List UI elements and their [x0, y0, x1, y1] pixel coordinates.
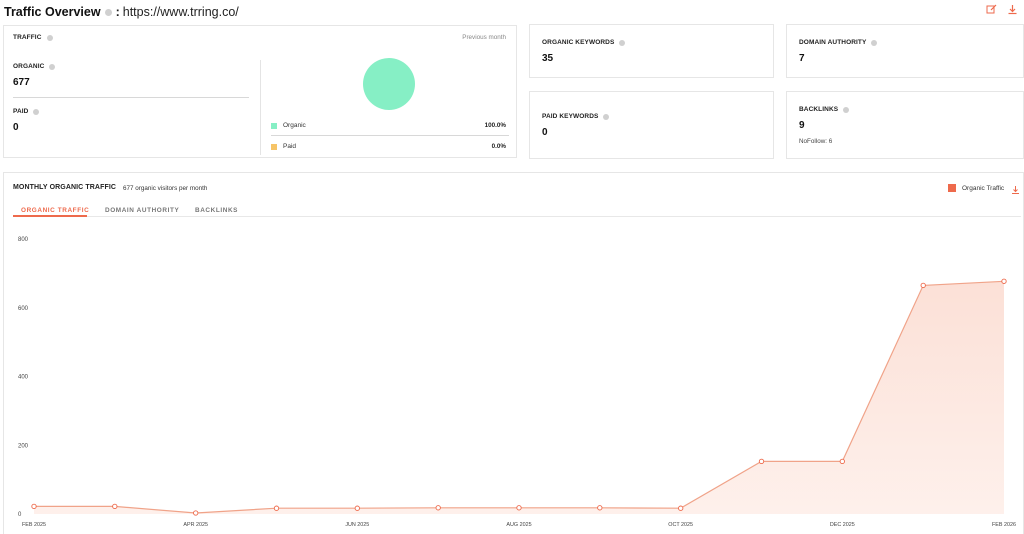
data-point[interactable] — [758, 458, 765, 465]
x-tick-label: APR 2025 — [183, 522, 208, 528]
info-icon[interactable] — [843, 106, 850, 113]
y-tick-label: 800 — [18, 237, 29, 243]
info-icon[interactable] — [104, 8, 112, 16]
traffic-card: TRAFFIC Previous month ORGANIC 677 PAID … — [3, 25, 517, 158]
organic-value: 677 — [13, 77, 30, 88]
legend-organic-label: Organic — [283, 122, 306, 129]
traffic-pie-chart[interactable] — [361, 56, 417, 112]
tab-organic-traffic[interactable]: ORGANIC TRAFFIC — [21, 207, 90, 214]
legend-swatch — [271, 122, 277, 129]
download-icon[interactable] — [1011, 182, 1020, 200]
organic-keywords-label-wrap: ORGANIC KEYWORDS — [542, 39, 626, 46]
page-header: Traffic Overview : https://www.trring.co… — [4, 3, 239, 21]
paid-keywords-label: PAID KEYWORDS — [542, 113, 599, 120]
data-point[interactable] — [1001, 278, 1007, 284]
backlinks-value: 9 — [799, 120, 805, 131]
backlinks-label: BACKLINKS — [799, 106, 839, 113]
legend-label: Organic Traffic — [962, 184, 1005, 192]
chart-area-fill — [34, 281, 1004, 514]
y-axis: 0 200 400 600 800 — [18, 237, 29, 518]
divider — [271, 135, 509, 136]
x-tick-label: AUG 2025 — [506, 522, 531, 528]
vertical-divider — [260, 60, 261, 155]
info-icon[interactable] — [46, 34, 53, 41]
monthly-traffic-chart[interactable]: 0 200 400 600 800 FEB 2025 APR 2025 JUN 2025 AU… — [0, 222, 1024, 534]
data-point[interactable] — [193, 510, 199, 516]
tab-divider — [13, 216, 1021, 217]
monthly-subtitle: 677 organic visitors per month — [123, 185, 208, 192]
organic-keywords-label: ORGANIC KEYWORDS — [542, 39, 615, 46]
domain-authority-value: 7 — [799, 53, 805, 64]
legend-organic-percent: 100.0% — [484, 122, 506, 129]
header-actions — [986, 4, 1018, 15]
traffic-label-wrap: TRAFFIC — [13, 34, 53, 41]
domain-authority-label-wrap: DOMAIN AUTHORITY — [799, 39, 878, 46]
data-point[interactable] — [435, 505, 441, 511]
download-icon[interactable] — [1007, 4, 1018, 15]
legend-paid-percent: 0.0% — [491, 143, 506, 150]
data-point[interactable] — [678, 505, 684, 511]
traffic-label: TRAFFIC — [13, 34, 42, 41]
legend-paid-label: Paid — [283, 143, 297, 150]
data-point[interactable] — [839, 458, 845, 465]
data-point[interactable] — [597, 505, 603, 511]
paid-label: PAID — [13, 108, 29, 115]
paid-keywords-label-wrap: PAID KEYWORDS — [542, 113, 610, 120]
y-tick-label: 200 — [18, 443, 29, 449]
active-tab-indicator — [13, 215, 87, 217]
organic-keywords-value: 35 — [542, 53, 554, 64]
organic-label-wrap: ORGANIC — [13, 63, 56, 70]
domain-authority-label: DOMAIN AUTHORITY — [799, 39, 867, 46]
backlinks-card: BACKLINKS 9 NoFollow: 6 — [786, 91, 1024, 159]
organic-keywords-card: ORGANIC KEYWORDS 35 — [529, 24, 774, 78]
data-point[interactable] — [354, 505, 360, 511]
page-title: Traffic Overview — [4, 5, 101, 19]
info-icon[interactable] — [33, 108, 40, 115]
legend-organic: Organic — [271, 122, 306, 129]
data-point[interactable] — [516, 505, 522, 511]
data-point[interactable] — [920, 282, 926, 289]
tab-domain-authority[interactable]: DOMAIN AUTHORITY — [105, 207, 180, 214]
period-label: Previous month — [462, 34, 506, 41]
legend-swatch — [948, 184, 956, 192]
paid-value: 0 — [13, 122, 19, 133]
x-tick-label: OCT 2025 — [668, 522, 693, 528]
backlinks-label-wrap: BACKLINKS — [799, 106, 850, 113]
x-tick-label: DEC 2025 — [830, 522, 855, 528]
y-tick-label: 600 — [18, 306, 29, 312]
edit-icon[interactable] — [986, 4, 997, 15]
divider — [13, 97, 249, 98]
organic-label: ORGANIC — [13, 63, 45, 70]
info-icon[interactable] — [49, 63, 56, 70]
legend-swatch — [271, 143, 277, 150]
y-tick-label: 0 — [18, 512, 22, 518]
paid-keywords-card: PAID KEYWORDS 0 — [529, 91, 774, 159]
title-separator: : — [115, 5, 120, 19]
pie-slice-organic[interactable] — [363, 58, 415, 110]
legend-paid: Paid — [271, 143, 296, 150]
domain-url: https://www.trring.co/ — [122, 5, 239, 19]
data-point[interactable] — [273, 505, 280, 511]
chart-legend[interactable]: Organic Traffic — [948, 184, 1004, 192]
paid-label-wrap: PAID — [13, 108, 40, 115]
info-icon[interactable] — [603, 113, 610, 120]
data-point[interactable] — [31, 503, 37, 510]
x-tick-label: FEB 2025 — [22, 522, 46, 528]
x-axis: FEB 2025 APR 2025 JUN 2025 AUG 2025 OCT 2025… — [22, 522, 1016, 528]
data-points — [31, 278, 1007, 516]
y-tick-label: 400 — [18, 375, 29, 381]
data-point[interactable] — [112, 503, 118, 510]
tab-backlinks[interactable]: BACKLINKS — [195, 207, 239, 214]
nofollow-count: NoFollow: 6 — [799, 138, 833, 145]
domain-authority-card: DOMAIN AUTHORITY 7 — [786, 24, 1024, 78]
info-icon[interactable] — [619, 39, 626, 46]
monthly-traffic-card: MONTHLY ORGANIC TRAFFIC 677 organic visi… — [3, 172, 1024, 534]
x-tick-label: FEB 2026 — [992, 522, 1016, 528]
x-tick-label: JUN 2025 — [345, 522, 369, 528]
info-icon[interactable] — [871, 39, 878, 46]
monthly-title: MONTHLY ORGANIC TRAFFIC — [13, 184, 117, 191]
paid-keywords-value: 0 — [542, 127, 548, 138]
